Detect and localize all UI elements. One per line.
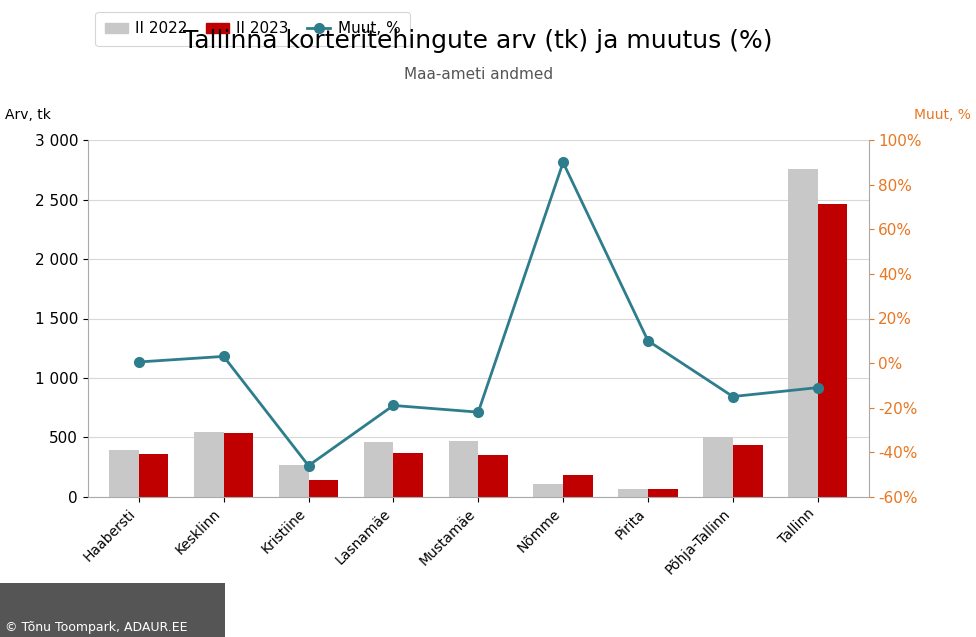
- Text: Muut, %: Muut, %: [915, 108, 971, 122]
- Bar: [733, 445, 762, 497]
- Bar: [818, 204, 847, 497]
- Bar: [364, 442, 393, 497]
- Muut, %: [387, 402, 399, 410]
- Bar: [393, 453, 423, 497]
- Muut, %: [472, 408, 484, 416]
- Muut, %: [218, 353, 229, 361]
- Bar: [618, 489, 648, 497]
- Bar: [478, 455, 508, 497]
- Bar: [109, 450, 139, 497]
- Bar: [139, 454, 169, 497]
- Line: Muut, %: Muut, %: [134, 157, 823, 471]
- Muut, %: [133, 358, 144, 366]
- Bar: [788, 169, 818, 497]
- Bar: [224, 433, 254, 497]
- Bar: [703, 438, 733, 497]
- Bar: [279, 465, 308, 497]
- Bar: [194, 432, 224, 497]
- Muut, %: [727, 392, 739, 401]
- Bar: [308, 480, 339, 497]
- Text: Arv, tk: Arv, tk: [5, 108, 51, 122]
- Bar: [648, 489, 677, 497]
- Muut, %: [303, 462, 314, 469]
- Muut, %: [812, 383, 824, 391]
- Muut, %: [557, 159, 569, 166]
- Muut, %: [642, 337, 654, 345]
- Text: © Tõnu Toompark, ADAUR.EE: © Tõnu Toompark, ADAUR.EE: [5, 621, 187, 634]
- Text: Maa-ameti andmed: Maa-ameti andmed: [404, 67, 552, 82]
- Bar: [449, 441, 478, 497]
- Bar: [534, 483, 563, 497]
- Legend: II 2022, II 2023, Muut, %: II 2022, II 2023, Muut, %: [96, 12, 410, 46]
- Bar: [563, 475, 592, 497]
- Text: Tallinna korteritehingute arv (tk) ja muutus (%): Tallinna korteritehingute arv (tk) ja mu…: [183, 29, 773, 53]
